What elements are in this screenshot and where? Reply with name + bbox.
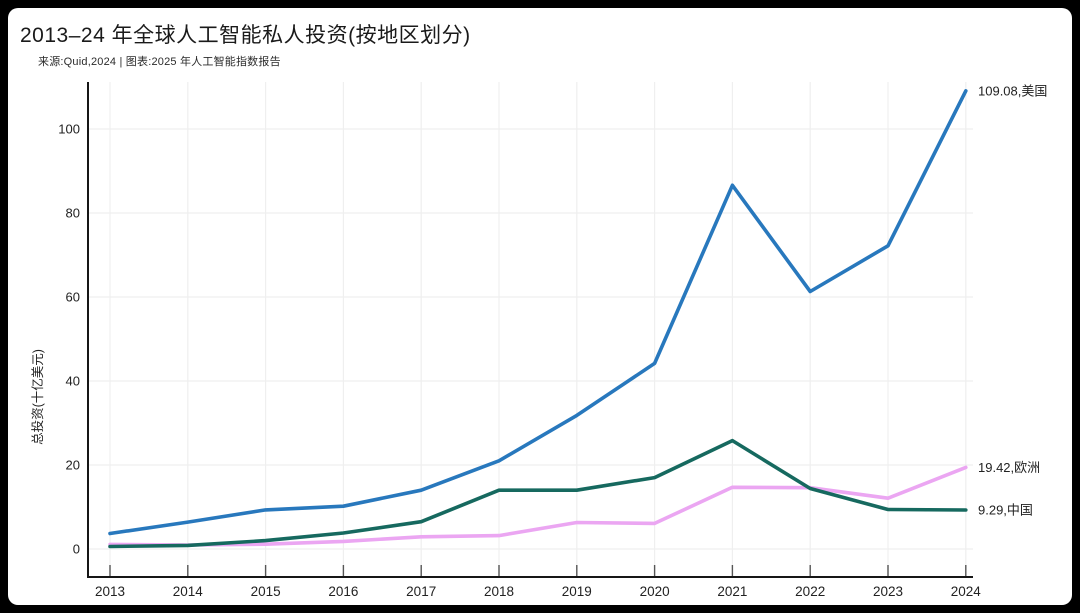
svg-text:80: 80	[66, 206, 80, 221]
svg-text:100: 100	[58, 122, 80, 137]
y-tick-labels: 0 20 40 60 80 100	[58, 122, 80, 557]
line-chart: 0 20 40 60 80 100 2013 2014 2015 2016 2017 2018 2019…	[30, 82, 1047, 599]
series-line-china	[108, 438, 968, 549]
svg-text:2014: 2014	[173, 584, 204, 599]
x-ticks	[109, 565, 967, 577]
svg-text:2022: 2022	[795, 584, 825, 599]
svg-text:2021: 2021	[717, 584, 747, 599]
svg-text:40: 40	[66, 374, 80, 389]
svg-text:2018: 2018	[484, 584, 514, 599]
svg-text:2024: 2024	[951, 584, 982, 599]
series-line-europe	[108, 465, 968, 547]
svg-text:2019: 2019	[562, 584, 592, 599]
svg-text:2015: 2015	[251, 584, 281, 599]
series-end-label-china: 9.29,中国	[978, 502, 1033, 517]
svg-text:2013: 2013	[95, 584, 125, 599]
series-end-label-us: 109.08,美国	[978, 83, 1047, 98]
chart-title: 2013–24 年全球人工智能私人投资(按地区划分)	[20, 24, 471, 47]
svg-text:2020: 2020	[640, 584, 670, 599]
chart-card: 2013–24 年全球人工智能私人投资(按地区划分) 来源:Quid,2024 …	[8, 8, 1072, 605]
svg-text:20: 20	[66, 458, 80, 473]
svg-text:2023: 2023	[873, 584, 903, 599]
svg-text:2016: 2016	[328, 584, 358, 599]
svg-text:0: 0	[73, 542, 80, 557]
x-tick-labels: 2013 2014 2015 2016 2017 2018 2019 2020 2021 2022…	[95, 584, 981, 599]
svg-text:2017: 2017	[406, 584, 436, 599]
series-line-us	[108, 89, 968, 536]
gridlines	[89, 82, 973, 577]
svg-text:60: 60	[66, 290, 80, 305]
series-end-label-europe: 19.42,欧洲	[978, 460, 1040, 475]
y-axis-title: 总投资(十亿美元)	[30, 349, 45, 445]
chart-source: 来源:Quid,2024 | 图表:2025 年人工智能指数报告	[38, 56, 281, 68]
